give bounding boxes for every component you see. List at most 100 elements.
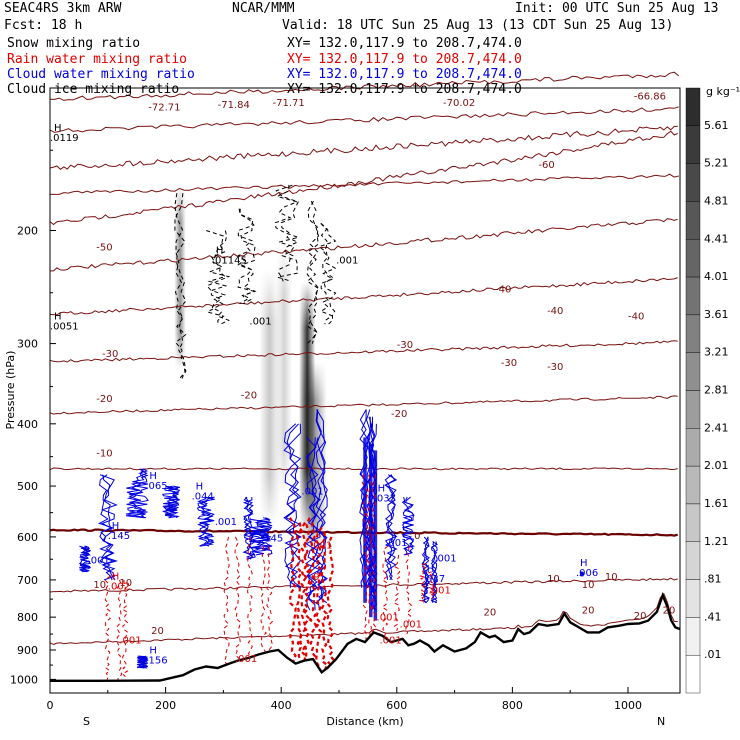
colorbar-level: 4.81 xyxy=(704,194,729,207)
colorbar-swatch xyxy=(685,503,701,542)
temperature-label: -71.71 xyxy=(273,98,305,109)
terrain-line xyxy=(50,592,681,682)
colorbar-swatch xyxy=(685,239,701,278)
snow-column xyxy=(174,185,186,371)
cloud-water-label: .065 xyxy=(145,481,167,492)
cloud-water-contour xyxy=(249,517,273,556)
colorbar-swatch xyxy=(685,87,701,127)
colorbar-swatch xyxy=(685,654,701,694)
cloud-water-contour xyxy=(579,571,584,577)
isotherm-line xyxy=(49,71,680,101)
cloud-water-contour xyxy=(283,423,302,588)
y-tick-label: 600 xyxy=(17,531,38,544)
rain-water-contour xyxy=(234,536,242,675)
cloud-water-label-high-marker: H xyxy=(112,521,120,532)
cloud-ice-contour xyxy=(319,223,337,325)
rain-water-contour xyxy=(320,532,329,678)
colorbar-level: 1.21 xyxy=(704,535,729,548)
project-title: SEAC4RS 3km ARW xyxy=(4,1,122,16)
colorbar-swatch xyxy=(685,617,701,656)
temperature-contours xyxy=(49,71,680,645)
temperature-label: -30 xyxy=(501,358,517,369)
terrain-fill xyxy=(50,595,680,693)
cloud-ice-label: .01145 xyxy=(212,255,247,266)
isotherm-line xyxy=(49,125,678,170)
colorbar-swatch xyxy=(685,390,701,429)
cloud-ice-contour xyxy=(206,230,231,325)
cloud-water-contour xyxy=(401,496,415,556)
cloud-water-contour xyxy=(315,409,328,604)
temperature-label: 10 xyxy=(582,580,595,591)
cloud-water-contour xyxy=(242,496,254,560)
cloud-ice-contour xyxy=(318,223,337,325)
cloud-water-contour xyxy=(197,496,215,547)
colorbar-level: .81 xyxy=(704,573,722,586)
temperature-label: -30 xyxy=(397,340,413,351)
rain-water-contour xyxy=(427,571,436,600)
rain-water-contour xyxy=(121,579,129,677)
cloud-water-contour xyxy=(306,437,321,611)
field-xy-cloud-ice: XY= 132.0,117.9 to 208.7,474.0 xyxy=(287,82,522,97)
colorbar-level: 1.61 xyxy=(704,497,729,510)
x-tick-label: 800 xyxy=(502,699,523,712)
x-tick-label: 0 xyxy=(47,699,54,712)
cloud-water-contour xyxy=(430,541,439,604)
rain-water-label: .001 xyxy=(310,540,332,551)
cloud-water-label: .001 xyxy=(88,555,110,566)
cloud-water-label-high-marker: H xyxy=(149,471,157,482)
cloud-water-contour xyxy=(79,545,92,573)
cloud-water-label: .001 xyxy=(434,553,456,564)
temperature-label: -40 xyxy=(628,311,644,322)
rain-water-contour xyxy=(365,474,373,651)
colorbar-swatch xyxy=(685,276,701,316)
field-name-cloud-ice: Cloud ice mixing ratio xyxy=(7,82,180,97)
cloud-ice-label-high-marker: H xyxy=(54,311,62,322)
colorbar-swatch xyxy=(685,163,701,202)
temperature-label: -66.86 xyxy=(634,91,666,102)
cloud-water-label: .001 xyxy=(385,538,407,549)
cloud-water-core xyxy=(369,443,373,618)
temperature-label: 20 xyxy=(663,606,676,617)
rain-water-contour xyxy=(404,545,412,635)
x-tick-label: 600 xyxy=(386,699,407,712)
cloud-water-contour xyxy=(125,468,149,519)
colorbar-level: 4.41 xyxy=(704,232,729,245)
temperature-label: 10 xyxy=(547,574,560,585)
rain-water-contour xyxy=(308,522,318,678)
rain-water-contour xyxy=(393,554,401,631)
cloud-water-label: .037 xyxy=(423,574,445,585)
temperature-label: -40 xyxy=(495,285,511,296)
temperature-label: -72.71 xyxy=(148,102,180,113)
temperature-label: -70.02 xyxy=(443,98,475,109)
temperature-label: 20 xyxy=(483,607,496,618)
y-tick-label: 700 xyxy=(17,574,38,587)
isotherm-line xyxy=(49,340,678,363)
colorbar-swatch xyxy=(685,428,701,467)
cloud-water-contour xyxy=(163,485,181,519)
y-axis-label: Pressure (hPa) xyxy=(4,351,17,430)
isotherm-line xyxy=(49,395,678,415)
temperature-label: 10 xyxy=(119,578,132,589)
rain-water-label: .001 xyxy=(429,586,451,597)
plot-frame xyxy=(49,87,681,694)
cloud-ice-contour xyxy=(174,193,187,379)
y-tick-label: 1000 xyxy=(10,673,38,686)
rain-water-contour xyxy=(288,517,298,677)
cloud-water-core xyxy=(373,450,378,621)
contour-labels: -72.71 -71.84 -71.71 -70.02 -66.86 -60 -50 -40 -… xyxy=(50,91,675,666)
field-xy-snow: XY= 132.0,117.9 to 208.7,474.0 xyxy=(287,36,522,51)
colorbar-level: 2.81 xyxy=(704,384,729,397)
temperature-label: -20 xyxy=(96,394,112,405)
snow-column xyxy=(275,244,293,497)
temperature-label: 10 xyxy=(93,580,106,591)
rain-water-contour xyxy=(302,517,311,678)
colorbar-level: 2.41 xyxy=(704,421,729,434)
rain-water-contour xyxy=(299,522,308,678)
colorbar-level: 3.61 xyxy=(704,308,729,321)
x-tick-label: 400 xyxy=(271,699,292,712)
temperature-label: 0 xyxy=(414,531,420,542)
temperature-label: 10 xyxy=(605,572,618,583)
rain-water-label: .9 xyxy=(310,572,320,583)
colorbar-level: .01 xyxy=(704,648,722,661)
